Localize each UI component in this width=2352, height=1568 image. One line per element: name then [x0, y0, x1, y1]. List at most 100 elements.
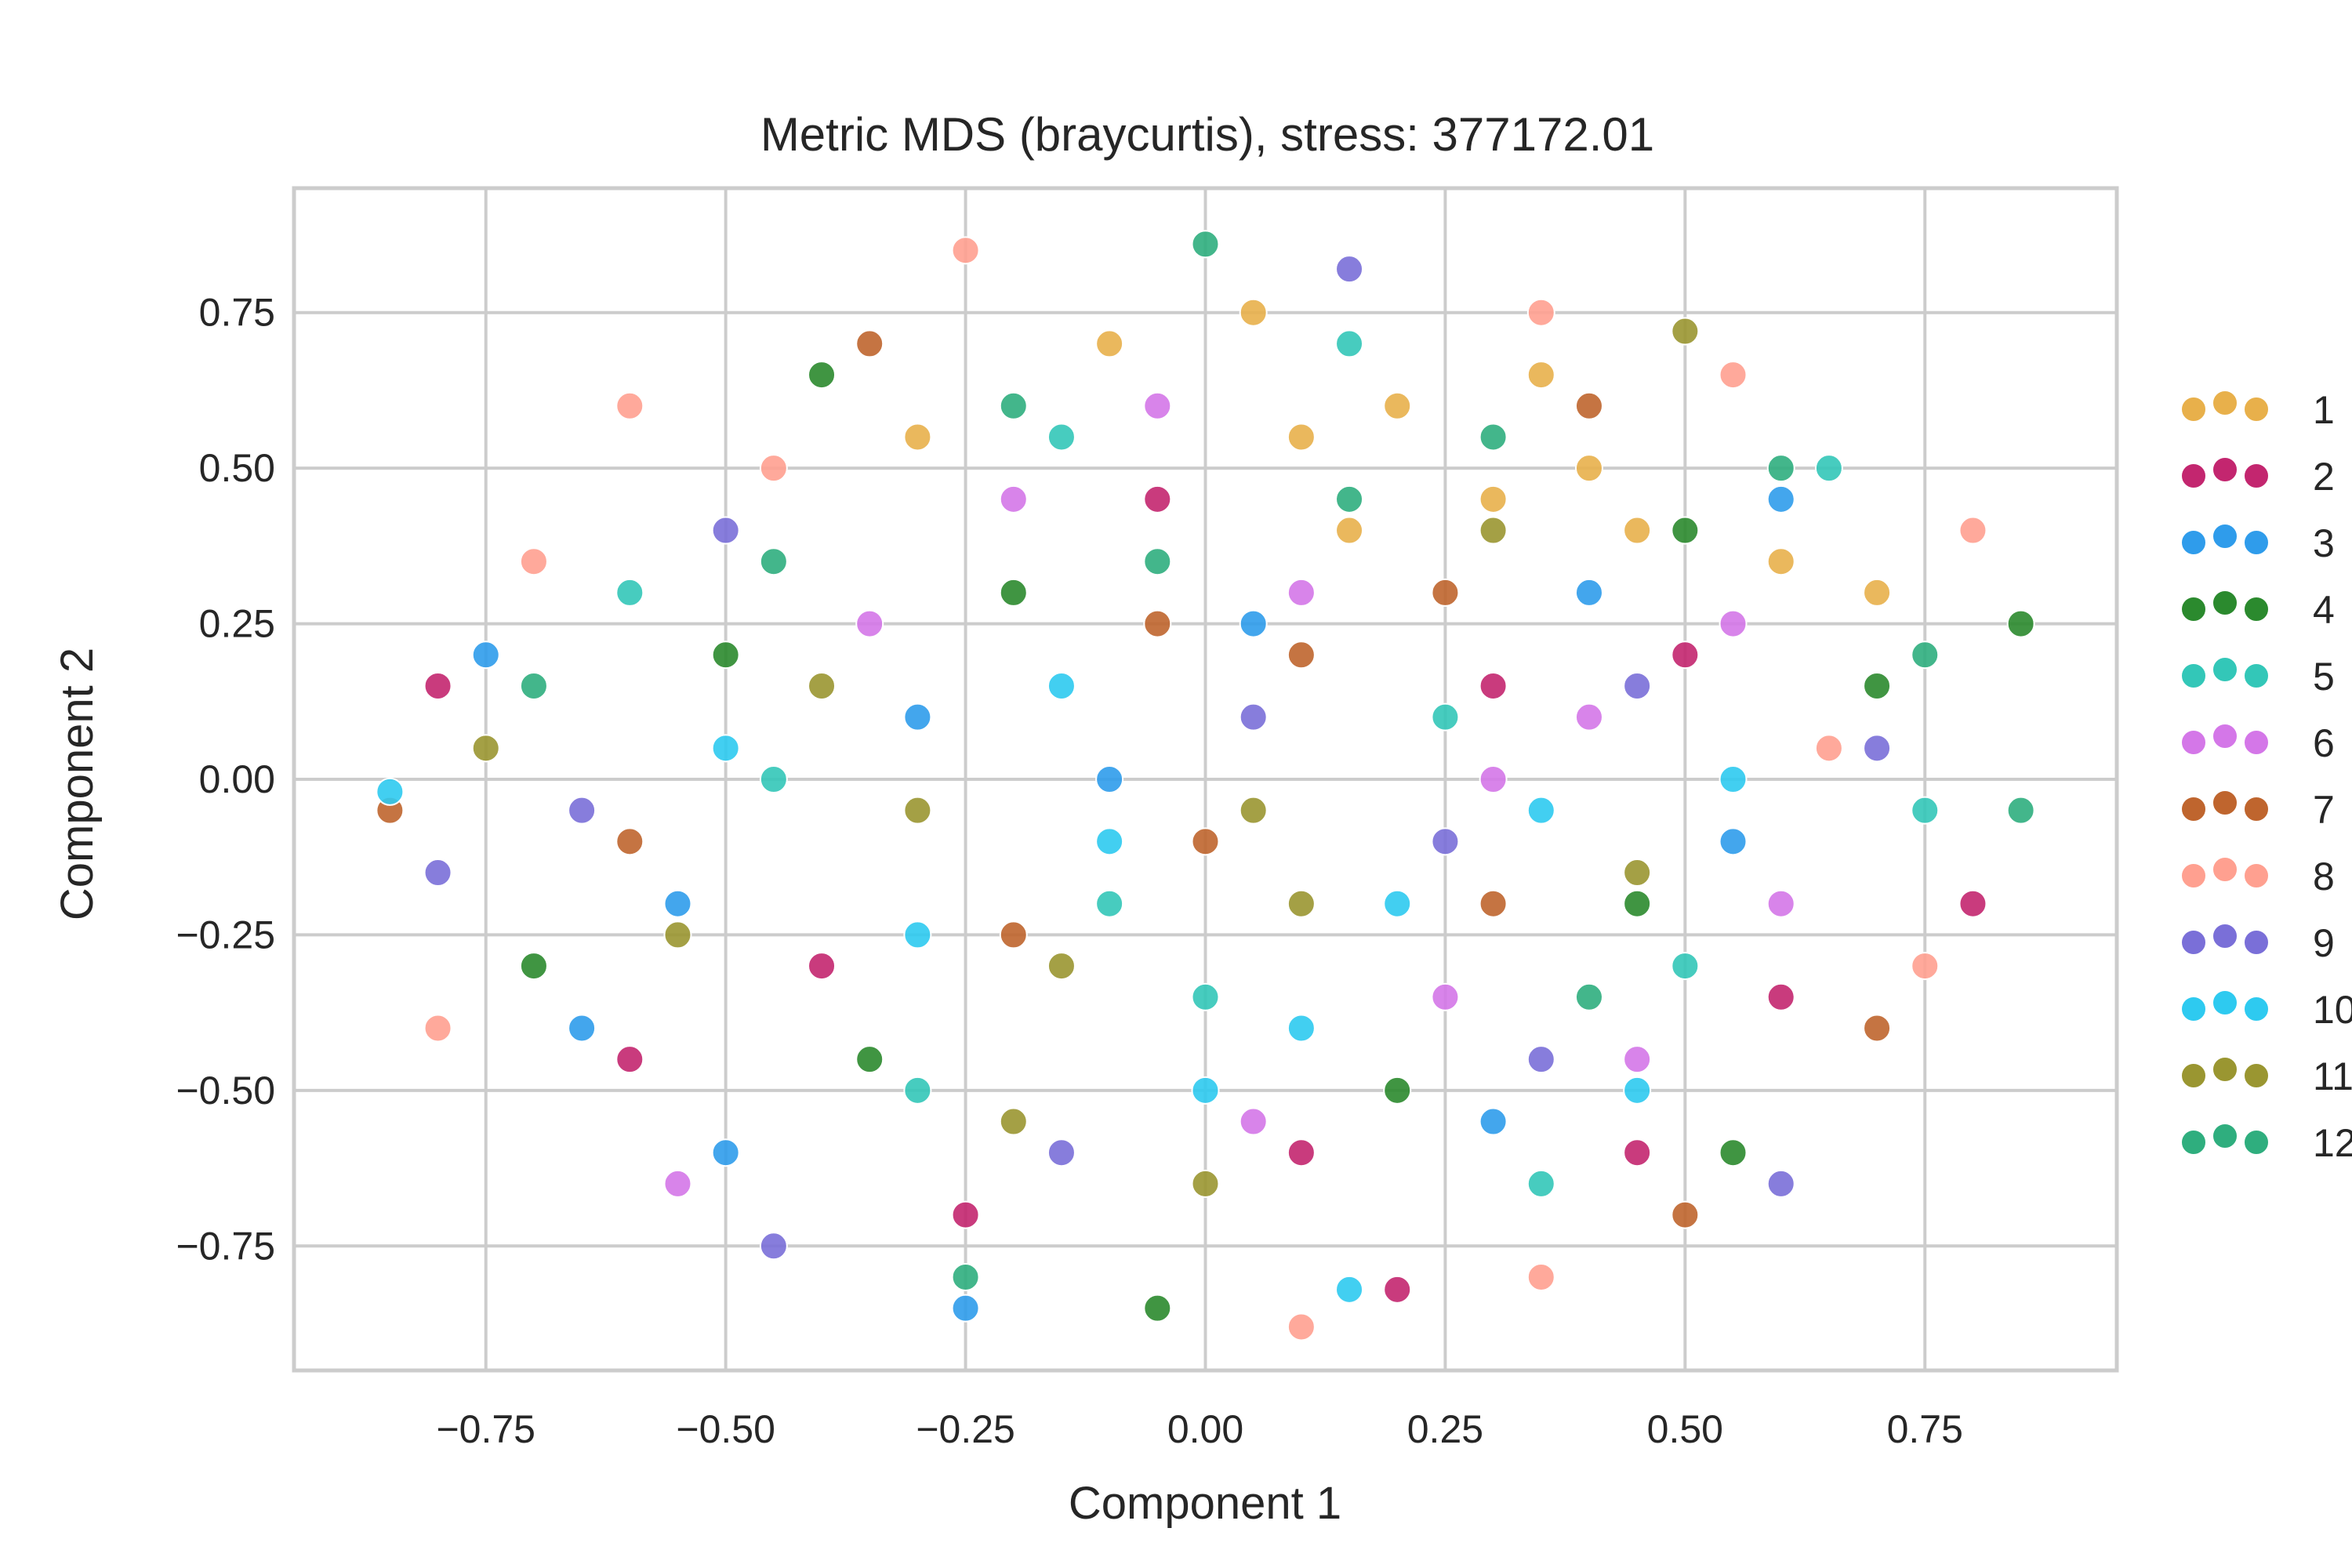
- data-point: [1095, 889, 1124, 918]
- legend-marker: [2243, 796, 2270, 822]
- legend-marker: [2180, 529, 2207, 556]
- data-point: [1671, 516, 1700, 545]
- data-point: [1431, 982, 1460, 1011]
- data-point: [903, 1076, 932, 1105]
- data-point: [903, 423, 932, 452]
- data-point: [1863, 578, 1892, 607]
- legend-marker: [2212, 523, 2238, 550]
- legend-marker: [2180, 662, 2207, 689]
- legend-item-2: 2: [2180, 455, 2335, 499]
- data-point: [615, 1045, 644, 1074]
- legend-label: 1: [2313, 388, 2335, 432]
- data-point: [951, 1200, 980, 1229]
- data-point: [903, 920, 932, 949]
- legend-marker: [2212, 1123, 2238, 1149]
- scatter-points: [376, 230, 2035, 1341]
- data-point: [1766, 547, 1795, 576]
- data-point: [1623, 858, 1652, 887]
- data-point: [1671, 317, 1700, 346]
- legend-marker: [2243, 1129, 2270, 1156]
- data-point: [1047, 671, 1076, 700]
- data-point: [1047, 952, 1076, 981]
- data-point: [759, 454, 788, 483]
- data-point: [808, 952, 837, 981]
- chart-title: Metric MDS (braycurtis), stress: 377172.…: [760, 108, 1654, 161]
- data-point: [519, 547, 548, 576]
- data-point: [1479, 485, 1508, 514]
- data-point: [519, 952, 548, 981]
- data-point: [1143, 391, 1172, 420]
- data-point: [1911, 641, 1940, 670]
- legend-item-1: 1: [2180, 388, 2335, 432]
- data-point: [1095, 827, 1124, 856]
- data-point: [1191, 1076, 1220, 1105]
- legend-marker: [2212, 656, 2238, 683]
- data-point: [1143, 1294, 1172, 1323]
- data-point: [1287, 578, 1316, 607]
- x-tick-label: 0.75: [1887, 1407, 1963, 1451]
- legend-item-12: 12: [2180, 1121, 2352, 1165]
- legend-marker: [2180, 796, 2207, 822]
- legend-item-7: 7: [2180, 788, 2335, 832]
- data-point: [1287, 1138, 1316, 1167]
- data-point: [1911, 796, 1940, 825]
- legend-label: 11: [2313, 1054, 2352, 1098]
- data-point: [951, 236, 980, 265]
- data-point: [1335, 329, 1364, 358]
- y-axis-ticks: 0.75 0.50 0.25 0.00 −0.25 −0.50 −0.75: [176, 291, 275, 1269]
- data-point: [1383, 391, 1412, 420]
- data-point: [1383, 889, 1412, 918]
- legend-marker: [2180, 396, 2207, 423]
- data-point: [1479, 765, 1508, 793]
- data-point: [759, 547, 788, 576]
- data-point: [903, 796, 932, 825]
- legend-item-9: 9: [2180, 921, 2335, 965]
- legend-marker: [2212, 1056, 2238, 1083]
- data-point: [1623, 1138, 1652, 1167]
- data-point: [1863, 734, 1892, 763]
- legend-marker: [2180, 463, 2207, 489]
- y-tick-label: 0.50: [199, 446, 275, 490]
- data-point: [1335, 485, 1364, 514]
- y-tick-label: −0.75: [176, 1224, 275, 1268]
- data-point: [1526, 1262, 1555, 1291]
- legend-marker: [2243, 463, 2270, 489]
- data-point: [1239, 1107, 1268, 1136]
- data-point: [1814, 734, 1843, 763]
- legend-item-10: 10: [2180, 988, 2352, 1032]
- data-point: [1143, 547, 1172, 576]
- series-5-points: [615, 329, 1940, 1198]
- data-point: [808, 361, 837, 390]
- legend-marker: [2180, 996, 2207, 1022]
- y-tick-label: 0.75: [199, 291, 275, 335]
- y-tick-label: −0.50: [176, 1069, 275, 1112]
- data-point: [1958, 889, 1987, 918]
- data-point: [663, 1169, 692, 1198]
- legend-marker: [2180, 596, 2207, 622]
- legend-marker: [2212, 789, 2238, 816]
- legend-marker: [2180, 729, 2207, 756]
- data-point: [471, 734, 500, 763]
- data-point: [1191, 982, 1220, 1011]
- data-point: [1287, 1014, 1316, 1043]
- legend-label: 12: [2313, 1121, 2352, 1165]
- data-point: [1863, 1014, 1892, 1043]
- data-point: [1526, 298, 1555, 327]
- data-point: [615, 578, 644, 607]
- data-point: [1239, 796, 1268, 825]
- data-point: [1191, 230, 1220, 259]
- legend-label: 6: [2313, 721, 2335, 765]
- data-point: [615, 827, 644, 856]
- data-point: [519, 671, 548, 700]
- data-point: [1239, 702, 1268, 731]
- series-6-points: [663, 391, 1795, 1198]
- data-point: [1766, 485, 1795, 514]
- data-point: [1335, 255, 1364, 284]
- legend-marker: [2180, 1129, 2207, 1156]
- legend-marker: [2243, 396, 2270, 423]
- x-axis-ticks: −0.75 −0.50 −0.25 0.00 0.25 0.50 0.75: [436, 1407, 1962, 1451]
- data-point: [759, 1232, 788, 1261]
- x-tick-label: 0.25: [1407, 1407, 1483, 1451]
- legend-marker: [2212, 590, 2238, 616]
